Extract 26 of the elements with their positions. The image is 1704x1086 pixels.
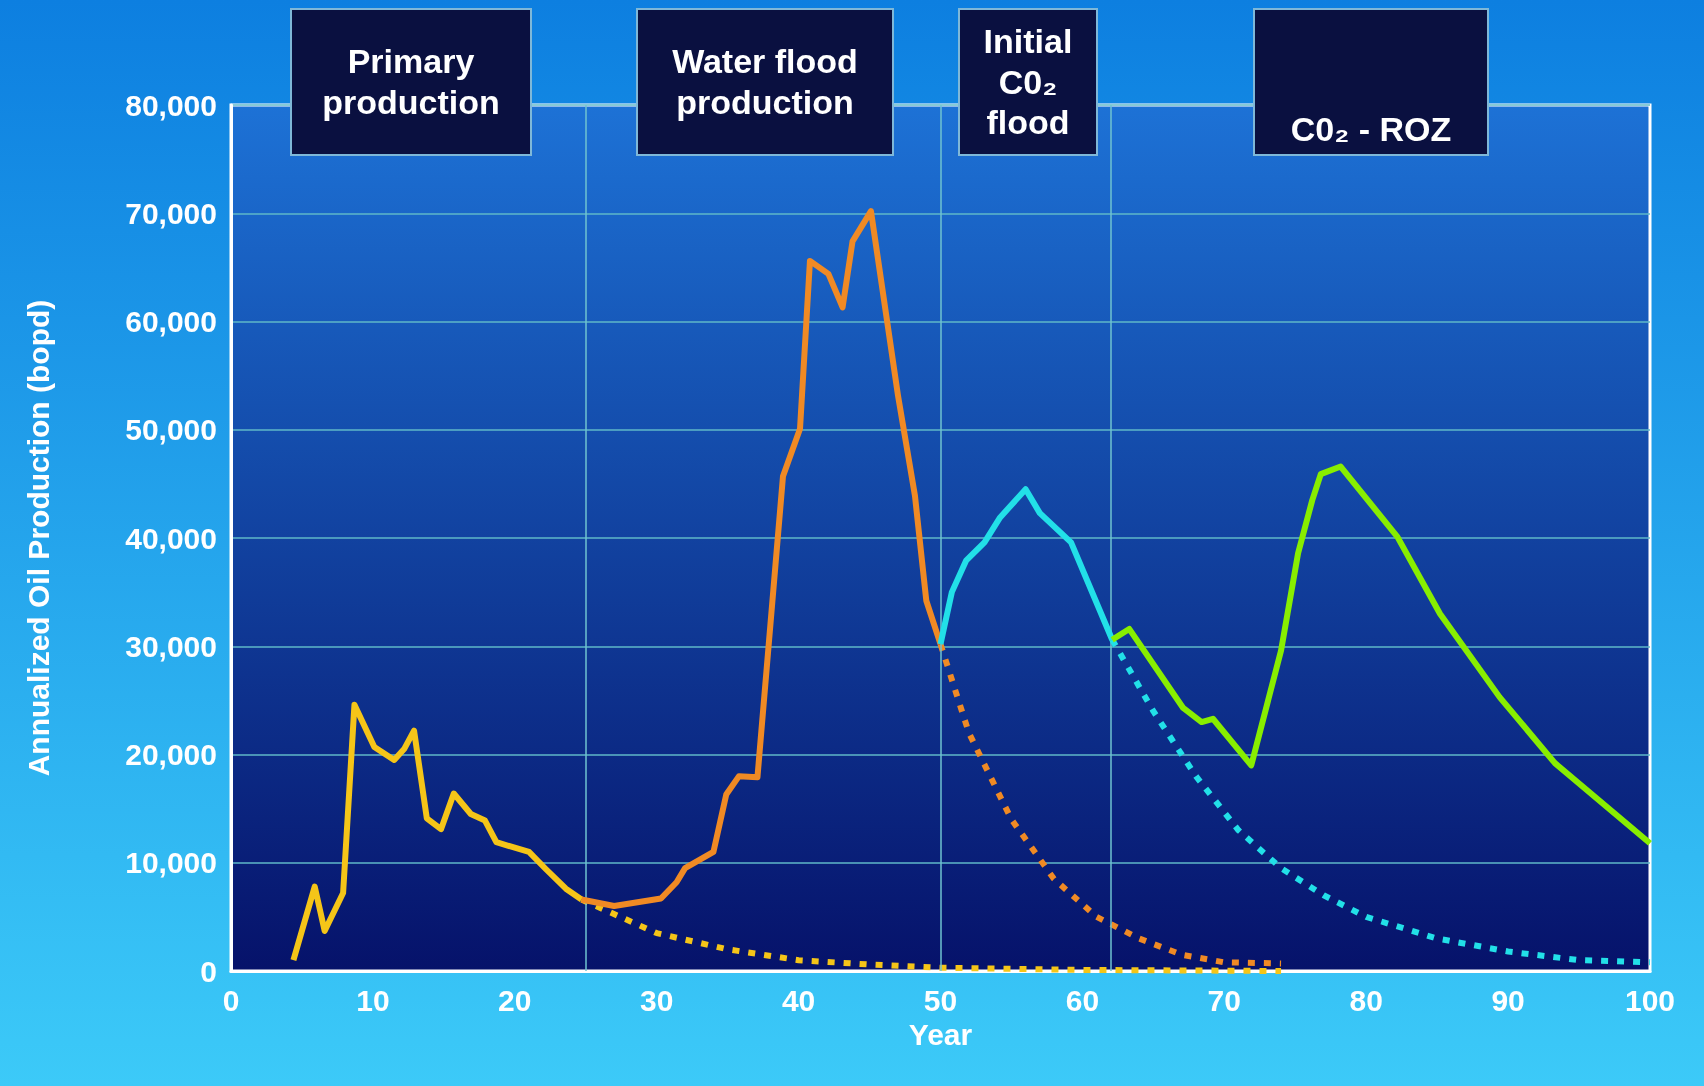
y-tick-label: 80,000	[125, 88, 217, 122]
caption-box: Water flood production	[636, 8, 894, 156]
x-tick-label: 50	[923, 983, 958, 1017]
caption-box: C0₂ - ROZ	[1253, 8, 1489, 156]
x-tick-label: 20	[498, 983, 532, 1017]
y-tick-label: 40,000	[125, 521, 217, 555]
y-tick-label: 10,000	[125, 846, 217, 880]
x-tick-label: 30	[640, 983, 674, 1017]
x-axis-title: Year	[908, 1018, 973, 1052]
y-tick-label: 60,000	[125, 305, 217, 338]
x-tick-label: 60	[1065, 983, 1100, 1017]
x-tick-label: 70	[1207, 983, 1241, 1017]
y-tick-label: 50,000	[125, 413, 217, 447]
y-tick-label: 30,000	[125, 629, 217, 663]
y-tick-label: 0	[200, 954, 217, 988]
x-tick-label: 100	[1624, 983, 1676, 1017]
caption-box: Initial C0₂ flood	[958, 8, 1098, 156]
x-tick-label: 40	[781, 983, 816, 1017]
x-tick-label: 0	[222, 983, 240, 1017]
x-tick-label: 90	[1491, 983, 1525, 1017]
x-tick-label: 10	[356, 983, 390, 1017]
y-axis-title: Annualized Oil Production (bopd)	[21, 299, 55, 777]
x-tick-label: 80	[1349, 983, 1383, 1017]
y-tick-label: 20,000	[125, 738, 217, 771]
caption-box: Primary production	[290, 8, 532, 156]
y-tick-label: 70,000	[125, 196, 217, 230]
